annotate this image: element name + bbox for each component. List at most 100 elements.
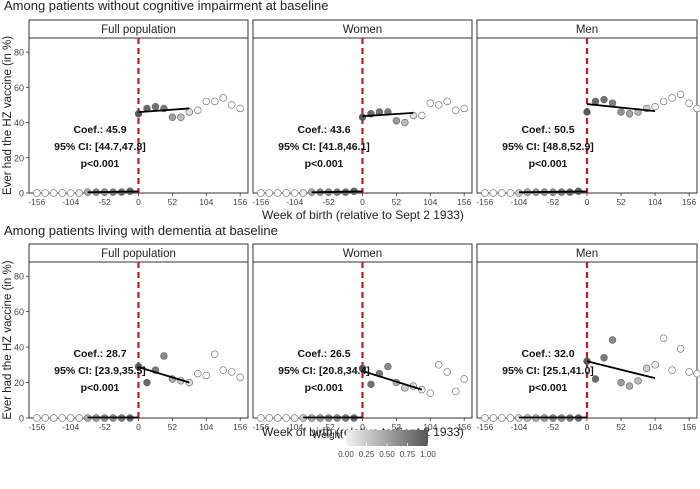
data-point (177, 113, 185, 121)
annotation-line: 95% CI: [23.9,35.5] (54, 365, 146, 377)
data-point (274, 414, 282, 422)
data-point (58, 189, 66, 197)
data-point (625, 382, 634, 390)
legend-label: 1.00 (420, 450, 436, 459)
data-point (600, 354, 608, 362)
panel-2: Women -156 -104 -52 0 52 104 156 Coef.: 26.5 95% … (252, 243, 473, 432)
x-tick-label: -52 (322, 422, 335, 432)
x-tick-label: -52 (322, 197, 335, 207)
x-axis-label: Week of birth (relative to Sept 2 1933) (262, 208, 464, 222)
data-point (236, 104, 244, 113)
data-point (67, 189, 75, 197)
chart-root: Among patients without cognitive impairm… (2, 0, 700, 439)
data-point (651, 361, 659, 369)
legend: Weight 0.00 0.25 0.50 0.75 1.00 (312, 430, 436, 459)
data-point (185, 108, 194, 116)
y-tick-label: 40 (14, 118, 24, 128)
panel-1: Full population -156 -104 -52 0 52 104 156 Coef.… (28, 19, 249, 207)
data-point (443, 368, 451, 376)
data-point (291, 189, 299, 197)
data-point (299, 189, 307, 197)
annotation-line: Coef.: 45.9 (73, 124, 126, 136)
y-axis-label: Ever had the HZ vaccine (in %) (2, 260, 14, 419)
data-point (659, 97, 668, 106)
x-tick-label: 0 (136, 422, 141, 432)
data-point (50, 414, 58, 422)
annotation-line: p<0.001 (81, 158, 120, 170)
x-tick-label: -104 (62, 197, 79, 207)
data-point (506, 414, 515, 422)
data-point (460, 375, 468, 383)
annotation-line: p<0.001 (529, 158, 568, 170)
panel-1: Full population -156 -104 -52 0 52 104 156 Coef.… (28, 243, 249, 432)
data-point (367, 380, 375, 389)
annotation-line: Coef.: 50.5 (521, 124, 574, 136)
data-point (426, 99, 434, 107)
legend-label: 0.75 (400, 450, 416, 459)
data-point (452, 106, 460, 114)
chart-block-2: Among patients living with dementia at b… (2, 223, 700, 439)
x-tick-label: -156 (252, 197, 269, 207)
x-tick-label: -156 (476, 422, 493, 432)
fit-line-right (138, 107, 190, 114)
panel-strip-label: Full population (101, 248, 176, 260)
x-tick-label: 52 (392, 197, 402, 207)
legend-colorbar (346, 430, 428, 446)
data-point (41, 414, 49, 422)
panel-strip-label: Full population (101, 24, 176, 36)
legend-label: 0.00 (338, 450, 354, 459)
data-point (202, 371, 210, 380)
data-point (265, 414, 273, 422)
annotation-line: Coef.: 43.6 (297, 124, 350, 136)
data-point (676, 345, 685, 353)
data-point (75, 189, 83, 197)
data-point (151, 102, 160, 111)
y-tick-label: 20 (14, 378, 24, 388)
data-point (659, 334, 668, 342)
x-tick-label: 0 (136, 197, 141, 207)
data-point (228, 101, 236, 109)
legend-labels: 0.00 0.25 0.50 0.75 1.00 (338, 443, 436, 459)
data-point (676, 90, 685, 99)
fit-line-left (87, 190, 139, 194)
data-point (257, 189, 265, 197)
data-point (426, 389, 434, 397)
panel-2: Women -156 -104 -52 0 52 104 156 Coef.: 43.6 95% … (252, 19, 473, 207)
data-point (41, 189, 49, 197)
data-point (608, 336, 617, 344)
x-tick-label: -156 (252, 422, 269, 432)
x-tick-label: -104 (510, 197, 527, 207)
data-point (50, 189, 58, 197)
fit-line-right (586, 103, 656, 112)
x-tick-label: 156 (457, 422, 471, 432)
data-point (33, 414, 41, 422)
data-point (401, 118, 409, 127)
y-tick-label: 80 (14, 272, 24, 282)
annotation-line: Coef.: 26.5 (297, 348, 350, 360)
x-tick-label: 0 (585, 197, 590, 207)
data-point (33, 189, 41, 197)
panel-3: Men -156 -104 -52 0 52 104 156 Coef.: 32.0 95% CI… (476, 243, 700, 432)
data-point (489, 414, 498, 422)
y-tick-label: 40 (14, 343, 24, 353)
y-tick-label: 20 (14, 153, 24, 163)
chart-title: Among patients without cognitive impairm… (4, 0, 328, 13)
y-tick-label: 60 (14, 307, 24, 317)
x-tick-label: 52 (168, 197, 178, 207)
x-tick-label: 104 (423, 422, 437, 432)
annotation-line: p<0.001 (81, 382, 120, 394)
data-point (583, 108, 591, 116)
data-point (651, 102, 659, 111)
x-tick-label: 52 (168, 422, 178, 432)
annotation-line: 95% CI: [41.8,46.1] (278, 141, 370, 153)
legend-label: 0.50 (379, 450, 395, 459)
fit-line-right (362, 370, 423, 391)
annotation-line: 95% CI: [25.1,41.0] (502, 365, 594, 377)
x-tick-label: 52 (616, 422, 626, 432)
annotation-line: p<0.001 (305, 158, 344, 170)
data-point (358, 113, 367, 121)
data-point (282, 414, 290, 422)
data-point (274, 189, 282, 197)
data-point (489, 189, 498, 197)
